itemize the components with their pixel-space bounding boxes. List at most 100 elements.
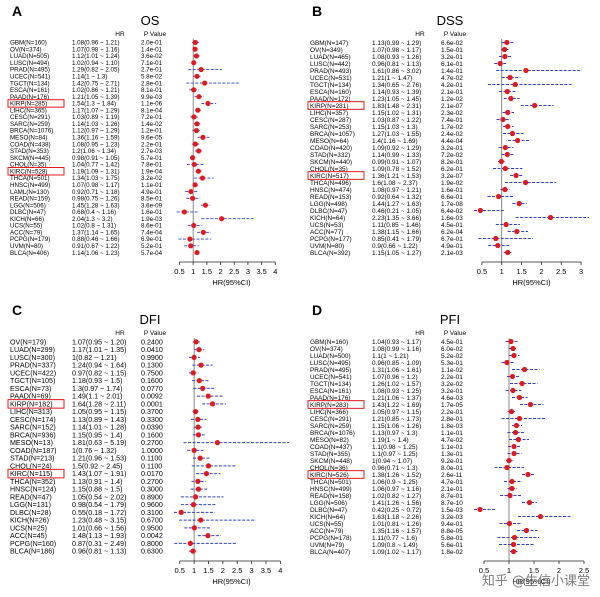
row-pvalue: 6.2e-04	[441, 229, 463, 236]
x-tick-label: 1	[500, 267, 504, 276]
row-pvalue: 3.2e-01	[441, 388, 463, 395]
row-hr-ci: 0.88(0.46 ~ 1.66)	[72, 236, 120, 243]
row-pvalue: 2.2e-01	[141, 141, 163, 148]
row-pvalue: 1.6e-01	[441, 187, 463, 194]
row-hr-ci: 1.14(1.01 ~ 1.28)	[72, 424, 126, 432]
row-hr-ci: 1.24(0.94 ~ 1.64)	[72, 362, 126, 370]
row-pvalue: 5.2e-02	[441, 353, 463, 360]
highlight-box	[7, 167, 65, 176]
x-tick-label: 3.5	[261, 566, 271, 575]
row-pvalue: 8.8e-05	[441, 528, 463, 535]
row-pvalue: 1.1e-01	[141, 182, 163, 189]
hr-point	[192, 141, 198, 147]
row-pvalue: 0.0092	[141, 393, 163, 401]
hr-point	[510, 345, 516, 352]
row-pvalue: 0.9500	[141, 524, 163, 532]
hr-point	[503, 221, 509, 228]
x-tick-label: 2	[539, 267, 543, 276]
row-pvalue: 1.7e-05	[441, 402, 463, 409]
row-pvalue: 1.0000	[141, 447, 163, 455]
row-hr-ci: 0.98(0.54 ~ 1.79)	[72, 501, 126, 509]
row-label: MESO(N=82)	[310, 437, 349, 444]
row-pvalue: 1.4e-01	[141, 46, 163, 53]
row-hr-ci: 1.23(0.48 ~ 3.15)	[72, 517, 126, 525]
row-label: COAD(N=420)	[310, 145, 352, 152]
hr-point	[505, 249, 511, 256]
row-pvalue: 1.6e-01	[141, 209, 163, 216]
hr-point	[192, 409, 199, 415]
hr-point	[505, 109, 511, 116]
row-label: DLBC(N=47)	[10, 209, 46, 216]
row-label: ACC(N=77)	[310, 229, 343, 236]
hr-point	[477, 506, 483, 513]
row-label: ESCA(N=161)	[310, 388, 351, 395]
row-pvalue: 4.5e-01	[441, 339, 463, 346]
row-pvalue: 1.6e-03	[441, 215, 463, 222]
hr-point	[187, 540, 193, 546]
row-pvalue: 9.6e-05	[141, 135, 163, 142]
row-pvalue: 2.2e-01	[441, 409, 463, 416]
row-pvalue: 0.0170	[141, 470, 163, 478]
row-hr-ci: 1.17(1.01 ~ 1.35)	[72, 346, 126, 354]
hr-point	[191, 87, 197, 93]
row-pvalue: 2.1e-01	[441, 89, 463, 96]
row-label: HNSC(N=474)	[310, 187, 352, 194]
panel-letter: C	[12, 302, 22, 318]
hr-point	[191, 525, 198, 531]
row-hr-ci: 1.03(0.87 ~ 1.22)	[372, 117, 421, 124]
row-label: STAD(N=355)	[310, 451, 350, 458]
row-label: LGG(N=131)	[10, 501, 51, 509]
hr-point	[195, 107, 201, 113]
row-pvalue: 2.1e-07	[441, 103, 463, 110]
hr-point	[193, 127, 200, 134]
row-hr-ci: 1.26(1.02 ~ 1.57)	[372, 381, 421, 388]
highlight-box	[307, 400, 365, 409]
row-pvalue: 1.1e-02	[441, 367, 463, 374]
hr-point	[194, 121, 200, 127]
row-hr-ci: 1(0.76 ~ 1.32)	[72, 447, 117, 455]
row-hr-ci: 1.12(1.01 ~ 1.24)	[72, 53, 120, 60]
row-hr-ci: 1.5(0.92 ~ 2.45)	[72, 462, 123, 470]
row-label: UVM(N=79)	[310, 542, 344, 549]
row-label: STAD(N=213)	[10, 455, 54, 463]
row-label: LIHC(N=357)	[310, 110, 348, 117]
row-hr-ci: 1.44(1.27 ~ 1.63)	[372, 201, 421, 208]
row-label: PRAD(N=493)	[310, 68, 351, 75]
row-hr-ci: 1.49(1.1 ~ 2.01)	[72, 393, 123, 401]
row-pvalue: 0.2700	[141, 439, 163, 447]
hr-point	[205, 533, 211, 539]
highlight-box	[7, 468, 65, 479]
hr-point	[508, 408, 515, 415]
hr-point	[205, 463, 212, 469]
row-pvalue: 3.2e-02	[441, 381, 463, 388]
row-hr-ci: 1.02(0.82 ~ 1.27)	[372, 493, 421, 500]
row-pvalue: 2.4e-02	[441, 131, 463, 138]
hr-point	[188, 243, 194, 249]
hr-point	[196, 148, 202, 154]
row-pvalue: 0.0770	[141, 385, 163, 393]
hr-point	[192, 494, 199, 500]
row-label: LUSC(N=495)	[310, 360, 351, 367]
hr-point	[196, 347, 202, 353]
forest-plot-dss: B DSS HR P Value GBM(N=147) 1.13(0.99 ~ 1.29)…	[307, 3, 589, 287]
row-hr-ci: 1.11(0.85 ~ 1.46)	[372, 222, 421, 229]
column-header-pvalue: P Value	[144, 330, 167, 337]
x-tick-label: 0.5	[479, 566, 489, 575]
hr-point	[495, 193, 502, 200]
row-hr-ci: 1.03(0.89 ~ 1.19)	[72, 114, 120, 121]
row-label: KICH(N=26)	[10, 517, 49, 525]
row-pvalue: 4.4e-04	[441, 138, 463, 145]
row-pvalue: 4.7e-02	[441, 75, 463, 82]
row-hr-ci: 1.09(1.02 ~ 1.17)	[372, 549, 421, 556]
row-pvalue: 2.0e-01	[141, 40, 163, 47]
hr-point	[513, 172, 519, 179]
hr-point	[509, 478, 515, 485]
row-pvalue: 4.6e-03	[441, 395, 463, 402]
row-hr-ci: 1.15(1.03 ~ 1.3)	[372, 124, 418, 131]
x-tick-label: 3	[246, 267, 250, 276]
row-hr-ci: 1.07(0.96 ~ 1.2)	[372, 374, 418, 381]
row-hr-ci: 1.18(0.93 ~ 1.5)	[72, 377, 123, 385]
row-label: BLCA(N=392)	[310, 250, 350, 257]
row-pvalue: 3.2e-02	[141, 175, 163, 182]
row-hr-ci: 1.08(0.99 ~ 1.16)	[372, 346, 421, 353]
